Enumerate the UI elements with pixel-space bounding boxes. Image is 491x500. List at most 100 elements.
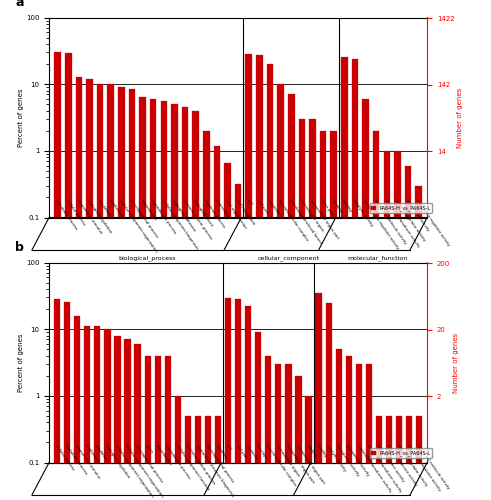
Bar [246,54,252,500]
Text: catalytic activity: catalytic activity [352,198,373,227]
Bar [144,356,151,500]
Text: transcription regulator activity: transcription regulator activity [362,198,400,250]
Bar [373,131,380,500]
Bar [182,108,189,500]
Bar [161,102,167,500]
Text: enzyme carrier activity: enzyme carrier activity [376,444,405,482]
Bar [383,151,390,500]
Bar [288,94,295,500]
Bar [139,96,146,500]
Bar [114,336,121,500]
Text: rhythmic process: rhythmic process [203,198,225,228]
Text: structural molecule activity: structural molecule activity [416,444,450,490]
Bar [235,300,241,500]
Bar [224,164,231,500]
Bar [320,131,327,500]
Text: reproduction: reproduction [139,198,157,222]
Text: molecular transducer activity: molecular transducer activity [355,444,392,493]
Bar [341,56,348,500]
Bar [285,364,292,500]
Bar [330,131,337,500]
Text: molecular transducer activity: molecular transducer activity [383,198,420,248]
Text: reproductive process: reproductive process [150,198,177,234]
Y-axis label: Number of genes: Number of genes [457,88,464,148]
Bar [415,186,422,500]
Text: signaling: signaling [215,444,228,460]
Bar [355,364,362,500]
Text: cellular component biogenesis: cellular component biogenesis [161,198,198,250]
Text: translation regulator activity: translation regulator activity [415,198,451,246]
Text: localization: localization [108,198,124,219]
Bar [171,104,178,500]
Bar [394,151,401,500]
Text: metabolic process: metabolic process [55,198,78,230]
Text: a: a [15,0,24,10]
Bar [214,146,220,500]
Text: regulation: regulation [97,198,111,217]
Text: macromolecular complex: macromolecular complex [277,198,309,242]
Text: synapse: synapse [330,198,343,214]
Text: developmental process: developmental process [129,198,158,238]
Bar [150,99,157,500]
Text: antioxidant activity: antioxidant activity [346,444,370,476]
Text: viral reproduction: viral reproduction [224,198,247,230]
Text: cell recognition: cell recognition [235,198,255,226]
Text: virus part: virus part [320,198,334,216]
Text: transporter activity: transporter activity [335,444,360,476]
Text: structural molecule activity: structural molecule activity [373,198,407,244]
Text: intracellular region part: intracellular region part [285,444,315,484]
Bar [108,84,114,500]
Text: metabolic process: metabolic process [64,444,88,475]
Text: membrane-enclosed lumen: membrane-enclosed lumen [288,198,322,245]
Text: cell: cell [225,444,232,452]
Bar [164,356,171,500]
Legend: PA64S-H_vs_PA64S-L: PA64S-H_vs_PA64S-L [370,448,432,458]
Bar [265,356,272,500]
Text: press: press [144,444,154,454]
Text: localization: localization [84,444,100,464]
Bar [245,306,251,500]
Bar [205,416,211,500]
Text: extracellular region part: extracellular region part [309,198,340,239]
Bar [192,110,199,500]
Bar [135,344,141,500]
Text: organelle: organelle [245,444,259,461]
Bar [74,316,81,500]
Bar [406,416,412,500]
Bar [235,184,242,500]
Text: biological regulation: biological regulation [86,198,112,234]
Bar [104,329,110,500]
Bar [129,89,135,500]
Bar [65,54,72,500]
Bar [386,416,392,500]
Text: nutrient reservoir activity: nutrient reservoir activity [386,444,417,486]
Bar [405,166,411,500]
Text: reproduction: reproduction [154,444,172,466]
Bar [275,364,281,500]
Bar [55,52,61,500]
Y-axis label: Percent of genes: Percent of genes [19,333,25,392]
Bar [195,416,201,500]
Text: biological phase: biological phase [192,198,214,227]
Text: envelope: envelope [255,444,269,460]
Bar [124,340,131,500]
Bar [118,87,125,500]
Text: anatomical structure biogenesis: anatomical structure biogenesis [194,444,234,498]
Text: response to stimulus: response to stimulus [76,198,102,234]
Text: cellular component function: cellular component function [174,444,210,491]
Bar [296,376,301,500]
Bar [396,416,402,500]
Text: enzyme regulator activity: enzyme regulator activity [394,198,426,242]
Bar [267,64,273,500]
Bar [175,396,181,500]
Bar [64,302,70,500]
Text: binding: binding [305,444,317,458]
Text: binding: binding [315,444,327,458]
Bar [54,300,60,500]
Text: cellular process: cellular process [65,198,86,226]
Y-axis label: Percent of genes: Percent of genes [19,88,25,146]
Bar [335,349,342,500]
Bar [155,356,161,500]
Text: cell part: cell part [256,198,269,214]
Text: molecular_function: molecular_function [348,255,408,260]
